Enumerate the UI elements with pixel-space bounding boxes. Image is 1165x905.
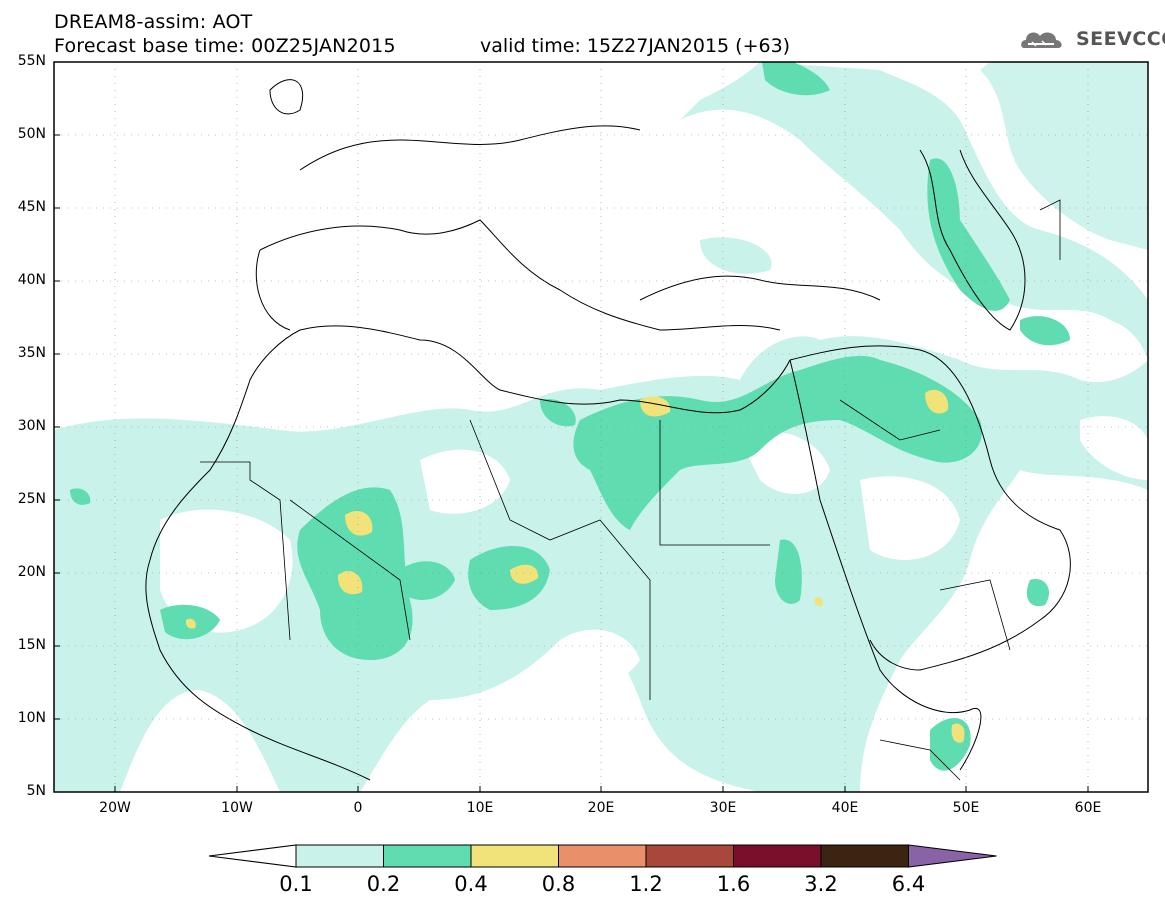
lon-label: 50E xyxy=(952,800,980,816)
lon-label: 60E xyxy=(1074,800,1102,816)
lat-label: 35N xyxy=(17,345,46,361)
lat-label: 45N xyxy=(17,199,46,215)
colorbar xyxy=(208,844,997,868)
lat-label: 10N xyxy=(17,710,46,726)
colorbar-label: 6.4 xyxy=(891,872,926,896)
lon-label: 40E xyxy=(831,800,859,816)
lon-label: 20E xyxy=(587,800,615,816)
aot-level-0.4 xyxy=(185,389,965,743)
colorbar-label: 0.2 xyxy=(366,872,401,896)
colorbar-segment xyxy=(295,844,384,868)
colorbar-overflow-arrow xyxy=(908,844,997,868)
lat-label: 55N xyxy=(17,53,46,69)
colorbar-segment xyxy=(645,844,734,868)
colorbar-segment xyxy=(820,844,909,868)
colorbar-label: 0.8 xyxy=(541,872,576,896)
lon-label: 30E xyxy=(709,800,737,816)
lon-label: 10E xyxy=(466,800,494,816)
lat-label: 40N xyxy=(17,272,46,288)
graticule xyxy=(54,62,1148,792)
lon-label: 0 xyxy=(353,800,363,816)
colorbar-segment xyxy=(383,844,472,868)
colorbar-label: 0.4 xyxy=(454,872,488,896)
forecast-base-time: Forecast base time: 00Z25JAN2015 xyxy=(54,35,396,57)
aot-level-0.1 xyxy=(54,62,1148,792)
colorbar-label: 1.6 xyxy=(716,872,751,896)
axis-ticks xyxy=(54,134,1089,792)
lat-label: 30N xyxy=(17,418,46,434)
colorbar-segment xyxy=(558,844,647,868)
product-title: DREAM8-assim: AOT xyxy=(54,11,253,33)
borders xyxy=(200,199,1061,781)
coastlines xyxy=(145,79,1071,781)
logo-text: SEEVCCC xyxy=(1076,28,1165,50)
colorbar-segment xyxy=(470,844,559,868)
lon-label: 20W xyxy=(99,800,131,816)
colorbar-label: 1.2 xyxy=(629,872,663,896)
lat-label: 5N xyxy=(26,783,46,799)
colorbar-segment xyxy=(733,844,822,868)
colorbar-label: 0.1 xyxy=(279,872,313,896)
lon-label: 10W xyxy=(221,800,253,816)
colorbar-label: 3.2 xyxy=(804,872,838,896)
lat-label: 50N xyxy=(17,126,46,142)
lat-label: 25N xyxy=(17,491,46,507)
cloud-logo-icon xyxy=(1021,32,1062,48)
valid-time: valid time: 15Z27JAN2015 (+63) xyxy=(480,35,791,57)
lat-label: 15N xyxy=(17,637,46,653)
lat-label: 20N xyxy=(17,564,46,580)
colorbar-underflow-arrow xyxy=(208,844,297,868)
